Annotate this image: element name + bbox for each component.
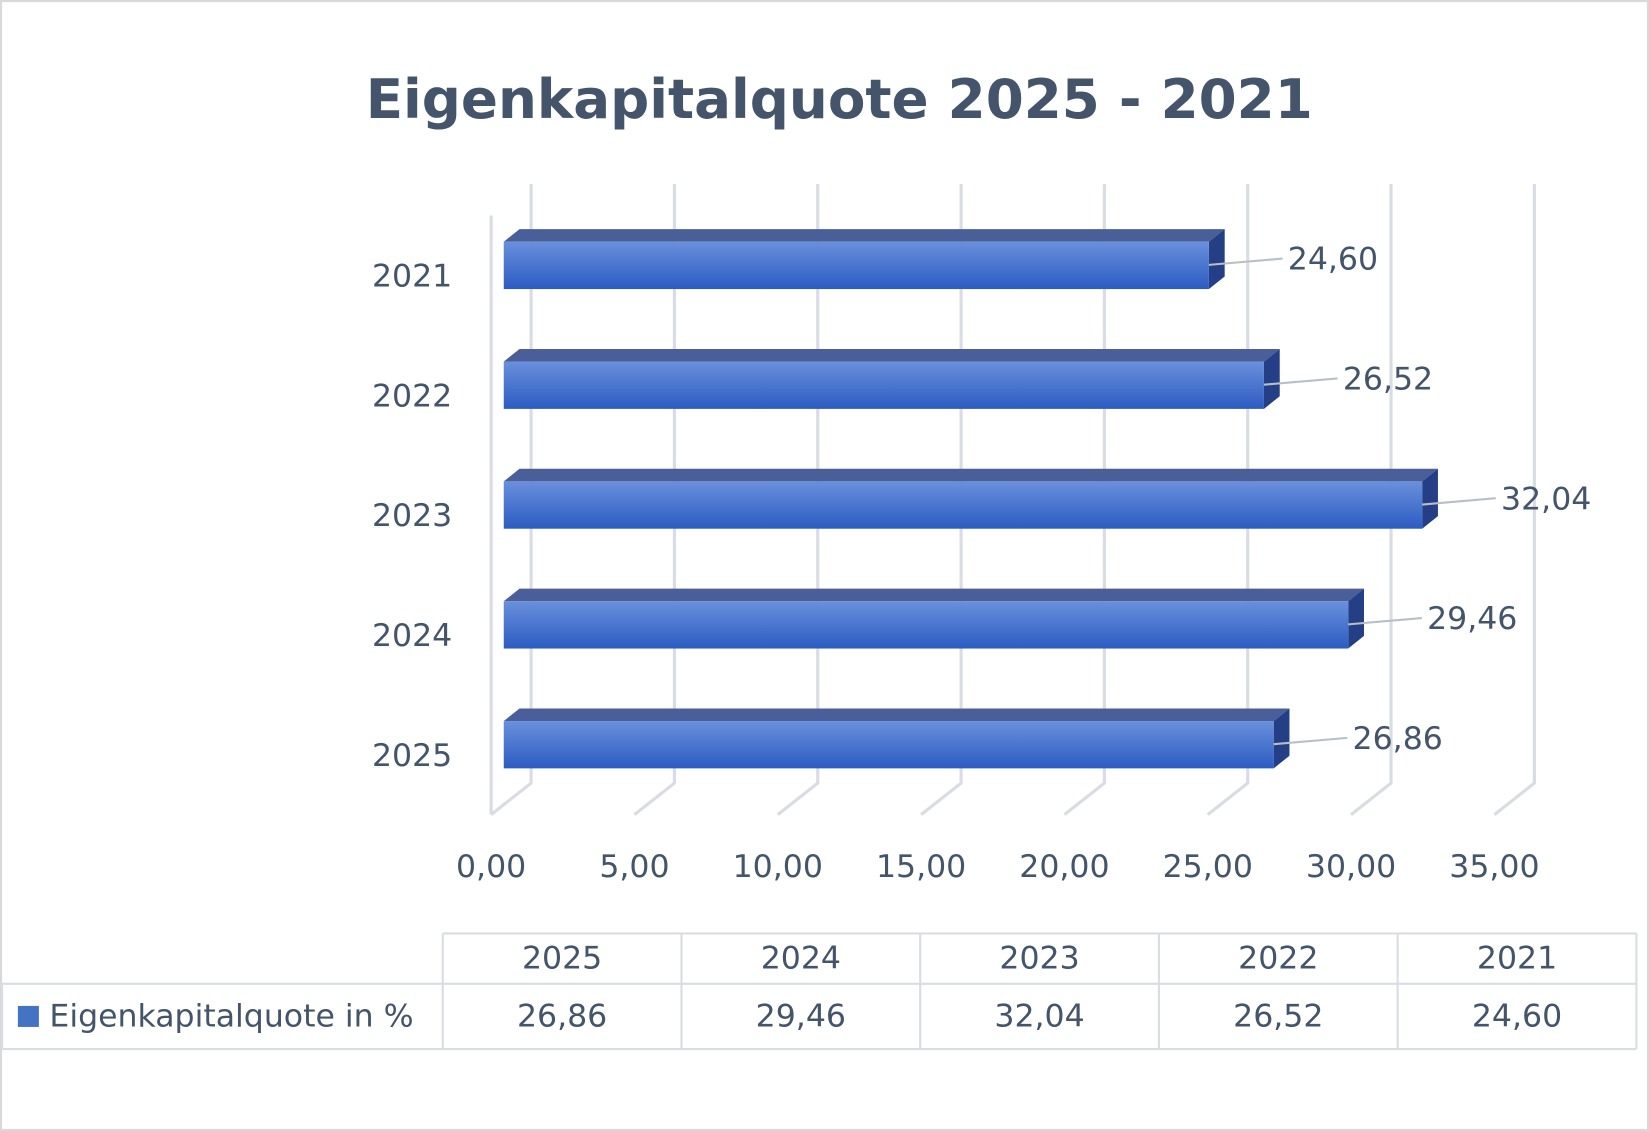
table-cell: 24,60 — [1472, 998, 1562, 1034]
bar — [503, 481, 1423, 529]
bar-side — [1422, 468, 1438, 529]
leader-line — [1208, 257, 1283, 266]
data-label: 26,86 — [1353, 721, 1443, 757]
table-header: 2025 — [522, 941, 602, 977]
leader-line — [1263, 377, 1338, 386]
table-header: 2024 — [761, 941, 841, 977]
x-tick-label: 15,00 — [876, 849, 966, 885]
table-header: 2022 — [1238, 941, 1318, 977]
grid-line — [1350, 183, 1393, 816]
x-tick-label: 35,00 — [1449, 849, 1539, 885]
bar-top — [503, 468, 1438, 482]
bar-top — [503, 708, 1290, 722]
x-tick-label: 30,00 — [1306, 849, 1396, 885]
bar — [503, 361, 1264, 409]
x-tick-label: 10,00 — [733, 849, 823, 885]
bar-side — [1263, 348, 1280, 409]
x-tick-label: 20,00 — [1019, 849, 1109, 885]
y-tick-label: 2022 — [372, 378, 452, 414]
y-tick-label: 2025 — [372, 738, 452, 774]
bar — [503, 721, 1274, 769]
x-tick-label: 5,00 — [599, 849, 669, 885]
table-header: 2021 — [1477, 941, 1557, 977]
chart-title: Eigenkapitalquote 2025 - 2021 — [366, 67, 1313, 131]
y-tick-label: 2024 — [372, 618, 452, 654]
bar-side — [1348, 588, 1364, 649]
y-tick-label: 2021 — [372, 258, 452, 294]
table-header: 2023 — [999, 941, 1079, 977]
table-cell: 32,04 — [994, 998, 1084, 1034]
leader-line — [1273, 736, 1348, 746]
data-label: 29,46 — [1427, 601, 1517, 637]
data-label: 32,04 — [1501, 481, 1591, 517]
leader-line — [1348, 617, 1422, 626]
table-cell: 29,46 — [756, 998, 846, 1034]
y-tick-label: 2023 — [372, 498, 452, 534]
bar-top — [503, 348, 1280, 362]
x-tick-label: 25,00 — [1163, 849, 1253, 885]
x-tick-label: 0,00 — [456, 849, 526, 885]
legend-swatch — [17, 1005, 39, 1027]
bar-side — [1208, 229, 1225, 290]
table-cell: 26,86 — [517, 998, 607, 1034]
bar-top — [503, 588, 1364, 602]
bar-side — [1273, 708, 1290, 769]
bar-top — [503, 229, 1225, 242]
grid-line — [1493, 183, 1536, 816]
legend-label: Eigenkapitalquote in % — [49, 998, 413, 1034]
leader-line — [1422, 497, 1496, 506]
data-label: 26,52 — [1343, 362, 1433, 398]
bar — [503, 241, 1209, 290]
bar — [503, 601, 1349, 649]
data-label: 24,60 — [1288, 242, 1378, 278]
table-cell: 26,52 — [1233, 998, 1323, 1034]
